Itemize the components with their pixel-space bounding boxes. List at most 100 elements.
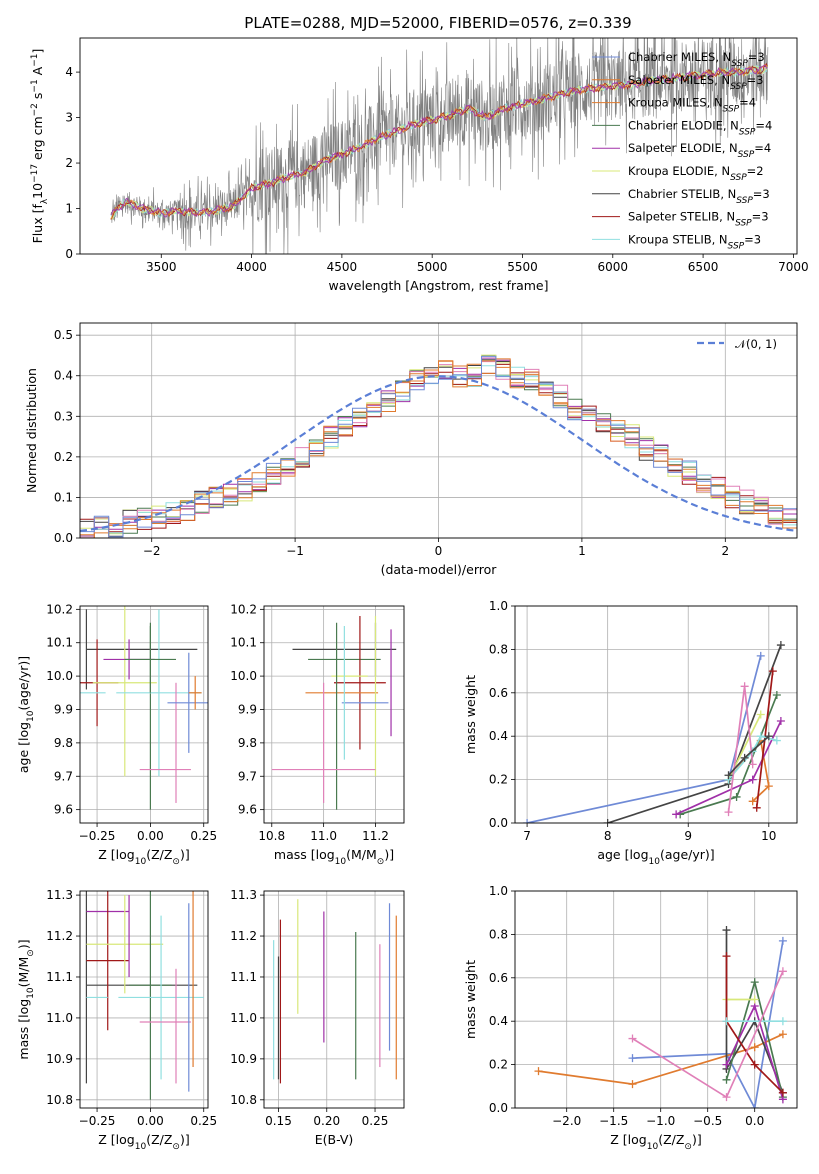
y-axis-label: mass weight	[463, 675, 478, 754]
histogram-series	[80, 357, 797, 537]
weight-marker	[750, 995, 759, 1004]
y-tick-label: 11.3	[230, 888, 257, 902]
y-tick-label: 1.0	[489, 884, 508, 898]
histogram-series	[80, 359, 797, 537]
axes-frame	[514, 890, 798, 1109]
y-tick-label: 0.4	[489, 1014, 508, 1028]
weight-marker	[750, 1060, 759, 1069]
weight-series	[725, 956, 784, 1094]
x-tick-label: 3500	[146, 260, 177, 274]
y-tick-label: 10.8	[46, 1093, 73, 1107]
weight-marker	[722, 1017, 731, 1026]
x-tick-label: 11.0	[310, 829, 337, 843]
weight-marker	[748, 797, 757, 806]
x-tick-label: 10.8	[258, 829, 285, 843]
legend-label: Chabrier ELODIE, NSSP=4	[628, 118, 772, 137]
weight-marker	[756, 732, 765, 741]
legend-label: Salpeter STELIB, NSSP=3	[628, 210, 769, 229]
x-tick-label: −0.25	[79, 1114, 116, 1128]
y-tick-label: 0.2	[489, 773, 508, 787]
panel-massweight-vs-age: 7 8 9 10 0.0 0.2 0.4 0.6 0.8 1.0 age [log10(age/yr…	[463, 599, 798, 867]
model-spectrum-line	[110, 65, 768, 221]
x-tick-label: 0.25	[362, 1114, 389, 1128]
y-tick-label: 0.2	[489, 1058, 508, 1072]
y-tick-label: 1	[65, 202, 73, 216]
y-tick-label: 0.2	[54, 450, 73, 464]
panel-residuals: −2 −1 0 1 2 0.0 0.1 0.2 0.3 0.4 0.5 (data-model)/er…	[24, 322, 798, 577]
y-tick-label: 0.4	[489, 729, 508, 743]
y-tick-label: 10.8	[230, 1093, 257, 1107]
axes-frame	[79, 322, 798, 539]
weight-marker	[724, 771, 733, 780]
y-tick-label: 11.2	[46, 929, 73, 943]
panel-age-vs-mass: 10.8 11.0 11.2 9.6 9.7 9.8 9.9 10.0 10.1 10.2 mass…	[230, 602, 405, 867]
axes-frame	[79, 890, 209, 1109]
histogram-series	[80, 363, 797, 533]
x-tick-label: 0.0	[745, 1114, 764, 1128]
weight-marker	[722, 1075, 731, 1084]
x-tick-label: 0.00	[137, 1114, 164, 1128]
errorbars	[80, 606, 208, 810]
histogram-series	[80, 365, 797, 537]
legend-label: Kroupa ELODIE, NSSP=2	[628, 164, 764, 183]
weight-marker	[778, 967, 787, 976]
weight-marker	[764, 732, 773, 741]
weight-marker	[672, 810, 681, 819]
x-tick-label: 0.25	[190, 1114, 217, 1128]
errorbars	[85, 891, 204, 1100]
x-tick-label: 0.15	[265, 1114, 292, 1128]
histogram-series	[80, 360, 797, 538]
y-tick-label: 0.1	[54, 490, 73, 504]
histogram-series	[80, 355, 797, 538]
errorbars	[271, 616, 397, 810]
model-spectrum-line	[110, 64, 768, 218]
y-tick-label: 9.6	[54, 803, 73, 817]
axes-frame	[79, 605, 209, 824]
y-tick-label: 10.0	[230, 669, 257, 683]
y-tick-label: 0.8	[489, 927, 508, 941]
legend-label: 𝒩(0, 1)	[735, 337, 777, 351]
histogram-series	[80, 354, 797, 535]
x-tick-label: 4500	[327, 260, 358, 274]
panel-mass-vs-EBV: 0.15 0.20 0.25 10.8 10.9 11.0 11.1 11.2 11.3 E(B-…	[230, 888, 405, 1147]
weight-marker	[778, 1030, 787, 1039]
y-tick-label: 0.5	[54, 328, 73, 342]
x-tick-label: 4000	[236, 260, 267, 274]
weight-marker	[748, 775, 757, 784]
weight-marker	[768, 667, 777, 676]
x-axis-label: mass [log10(M/M⊙)]	[274, 847, 394, 867]
weight-marker	[750, 978, 759, 987]
x-tick-label: 8	[604, 829, 612, 843]
axes-frame	[514, 605, 798, 824]
x-tick-label: −0.5	[693, 1114, 722, 1128]
y-tick-label: 9.9	[238, 702, 257, 716]
x-tick-label: 10	[761, 829, 776, 843]
y-tick-label: 11.0	[230, 1011, 257, 1025]
x-axis-label: Z [log10(Z/Z⊙)]	[98, 847, 189, 867]
x-tick-label: 0.20	[313, 1114, 340, 1128]
weight-marker	[722, 1093, 731, 1102]
weight-marker	[740, 682, 749, 691]
x-tick-label: 0.00	[137, 829, 164, 843]
x-tick-label: 0.25	[190, 829, 217, 843]
histogram-series	[80, 361, 797, 538]
histogram-series	[80, 358, 797, 538]
x-tick-label: 2	[721, 544, 729, 558]
y-tick-label: 0.4	[54, 369, 73, 383]
x-tick-label: −1.0	[646, 1114, 675, 1128]
x-axis-label: E(B-V)	[315, 1132, 354, 1147]
weight-marker	[732, 792, 741, 801]
y-tick-label: 0.6	[489, 971, 508, 985]
x-axis-label: Z [log10(Z/Z⊙)]	[610, 1132, 701, 1152]
y-tick-label: 0	[65, 247, 73, 261]
x-tick-label: −0.25	[79, 829, 116, 843]
axes-frame	[263, 605, 405, 824]
weight-series	[632, 940, 784, 1108]
panel-massweight-vs-Z: −2.0 −1.5 −1.0 −0.5 0.0 0.0 0.2 0.4 0.6 0.8 1.0 Z […	[463, 884, 798, 1152]
errorbars	[273, 899, 397, 1084]
y-tick-label: 0.0	[489, 816, 508, 830]
y-axis-label: Normed distribution	[24, 368, 39, 493]
weight-series	[607, 644, 782, 823]
panel-mass-vs-Z: −0.25 0.00 0.25 10.8 10.9 11.0 11.1 11.2 11.3 Z […	[16, 888, 217, 1152]
